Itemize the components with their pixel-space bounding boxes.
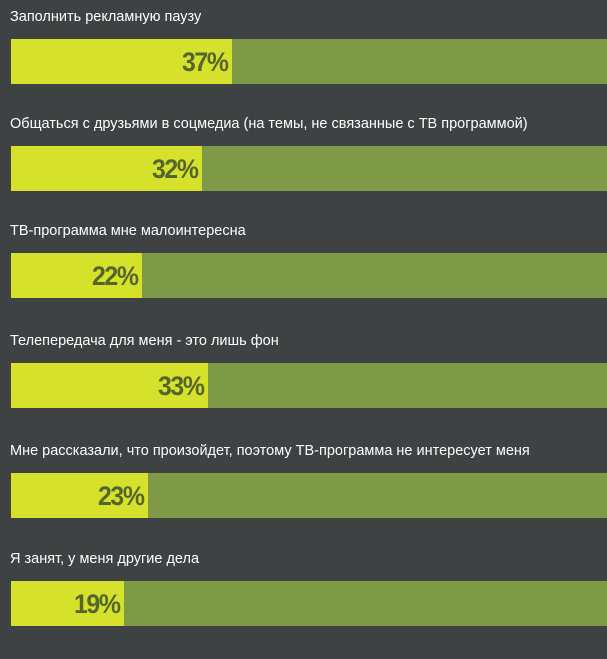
- bar: [11, 146, 202, 191]
- bar: [11, 39, 232, 84]
- bar-track: 23%: [11, 473, 607, 518]
- bar-track: 19%: [11, 581, 607, 626]
- chart-row: Телепередача для меня - это лишь фон 33%: [0, 332, 607, 441]
- value-label: 19%: [74, 589, 121, 619]
- category-label: Общаться с друзьями в соцмедиа (на темы,…: [10, 116, 528, 132]
- category-label: Телепередача для меня - это лишь фон: [10, 333, 279, 349]
- value-label: 22%: [92, 261, 139, 291]
- chart-row: ТВ-программа мне малоинтересна 22%: [0, 222, 607, 331]
- bar-track: 22%: [11, 253, 607, 298]
- category-label: Я занят, у меня другие дела: [10, 551, 200, 567]
- category-label: ТВ-программа мне малоинтересна: [10, 223, 246, 239]
- bar-chart: Заполнить рекламную паузу 37% Общаться с д…: [0, 8, 607, 626]
- value-label: 23%: [98, 481, 145, 511]
- bar-track: 33%: [11, 363, 607, 408]
- bar-track: 32%: [11, 146, 607, 191]
- chart-row: Заполнить рекламную паузу 37%: [0, 8, 607, 117]
- value-label: 32%: [152, 154, 199, 184]
- bar: [11, 473, 148, 518]
- bar: [11, 363, 208, 408]
- chart-row: Я занят, у меня другие дела 19%: [0, 550, 607, 659]
- category-label: Мне рассказали, что произойдет, поэтому …: [10, 443, 530, 459]
- bar-track: 37%: [11, 39, 607, 84]
- bar: [11, 253, 142, 298]
- bar: [11, 581, 124, 626]
- chart-row: Мне рассказали, что произойдет, поэтому …: [0, 442, 607, 551]
- chart-row: Общаться с друзьями в соцмедиа (на темы,…: [0, 115, 607, 224]
- value-label: 33%: [158, 371, 205, 401]
- value-label: 37%: [182, 47, 229, 77]
- category-label: Заполнить рекламную паузу: [10, 9, 202, 25]
